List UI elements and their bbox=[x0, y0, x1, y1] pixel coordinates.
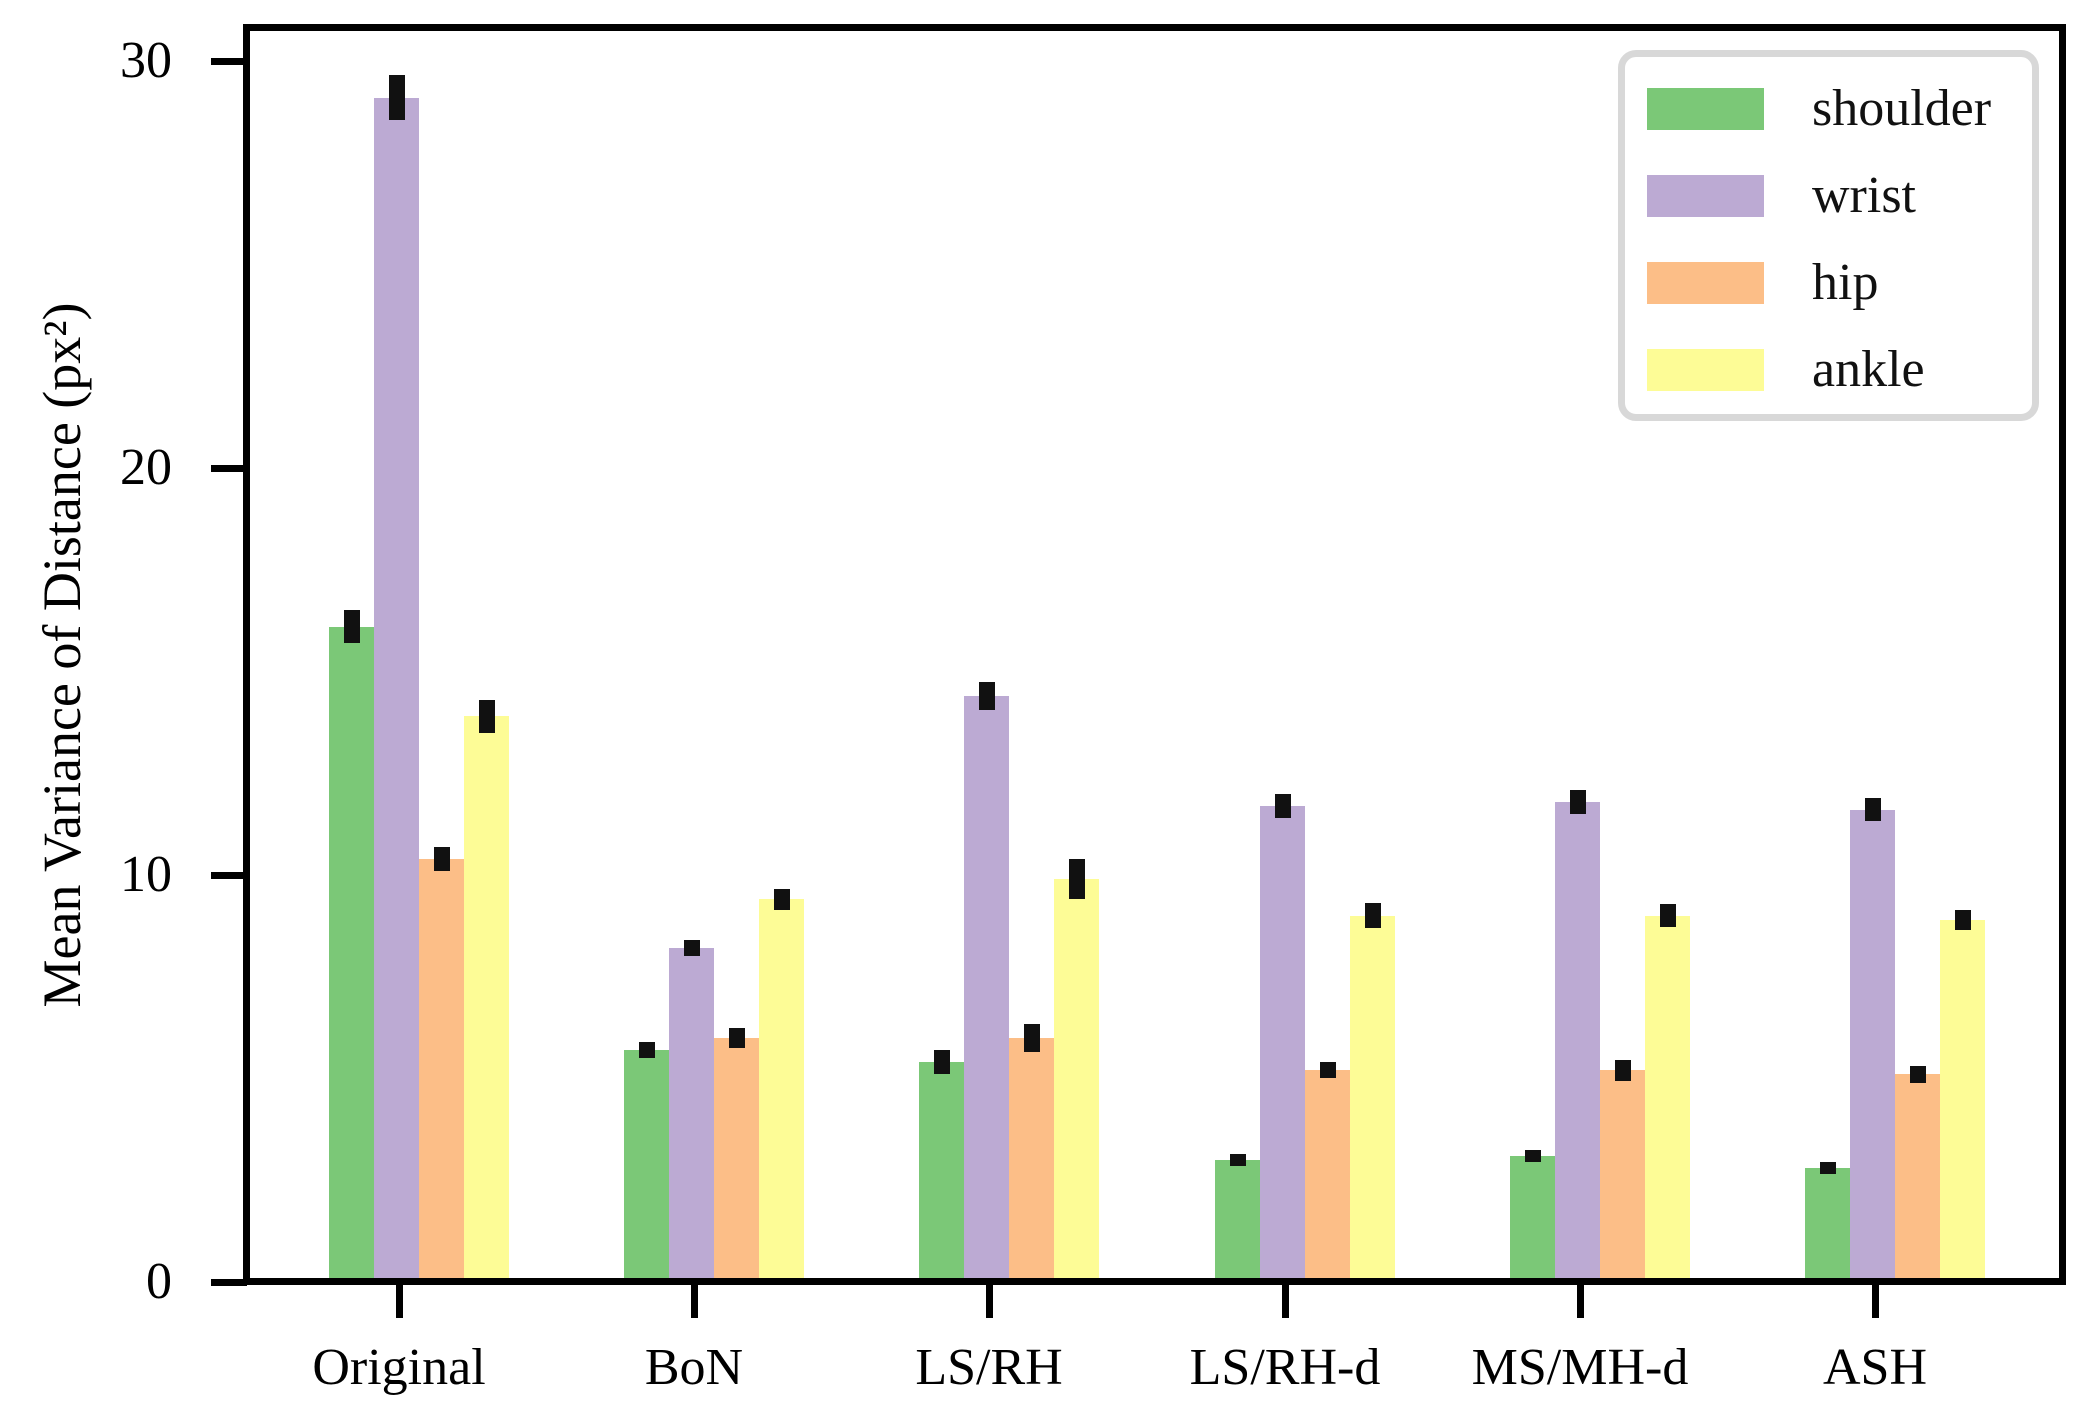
bar-wrist-LS/RH bbox=[964, 695, 1009, 1282]
bar-shoulder-LS/RH bbox=[919, 1062, 964, 1282]
errorbar-ankle-LS/RH bbox=[1068, 858, 1085, 900]
x-tick-label-BoN: BoN bbox=[644, 1339, 744, 1396]
x-tick-label-LS/RH-d: LS/RH-d bbox=[1189, 1339, 1381, 1396]
y-tick-label-0: 0 bbox=[146, 1253, 172, 1310]
bar-hip-MS/MH-d bbox=[1600, 1070, 1645, 1282]
bar-ankle-Original bbox=[464, 716, 509, 1282]
bar-wrist-LS/RH-d bbox=[1260, 805, 1305, 1282]
errorbar-wrist-LS/RH bbox=[978, 681, 995, 711]
errorbar-hip-BoN bbox=[728, 1027, 745, 1048]
legend-label-hip: hip bbox=[1812, 253, 1879, 311]
bar-hip-ASH bbox=[1895, 1074, 1940, 1282]
bar-shoulder-MS/MH-d bbox=[1510, 1155, 1555, 1282]
errorbar-shoulder-MS/MH-d bbox=[1524, 1149, 1541, 1162]
bar-shoulder-LS/RH-d bbox=[1215, 1159, 1260, 1282]
errorbar-wrist-ASH bbox=[1864, 798, 1881, 822]
legend-swatch-hip bbox=[1647, 261, 1764, 304]
bar-wrist-MS/MH-d bbox=[1555, 801, 1600, 1282]
legend: shoulder wrist hip ankle bbox=[1618, 50, 2039, 421]
bar-hip-LS/RH-d bbox=[1305, 1070, 1350, 1282]
errorbar-wrist-MS/MH-d bbox=[1569, 789, 1586, 814]
bar-ankle-LS/RH-d bbox=[1350, 915, 1395, 1282]
bar-hip-LS/RH bbox=[1009, 1037, 1054, 1282]
bar-hip-BoN bbox=[714, 1037, 759, 1282]
bar-ankle-BoN bbox=[759, 899, 804, 1282]
y-tick-mark-10 bbox=[211, 872, 247, 879]
y-tick-label-30: 30 bbox=[120, 32, 172, 89]
x-tick-mark-ASH bbox=[1872, 1285, 1879, 1318]
legend-swatch-ankle bbox=[1647, 348, 1764, 391]
x-tick-label-ASH: ASH bbox=[1822, 1339, 1928, 1396]
legend-label-wrist: wrist bbox=[1812, 166, 1916, 224]
y-tick-mark-30 bbox=[211, 58, 247, 65]
legend-swatch-shoulder bbox=[1647, 87, 1764, 130]
errorbar-hip-LS/RH-d bbox=[1319, 1062, 1336, 1079]
y-tick-mark-0 bbox=[211, 1279, 247, 1286]
x-tick-mark-LS/RH-d bbox=[1282, 1285, 1289, 1318]
x-tick-label-MS/MH-d: MS/MH-d bbox=[1471, 1339, 1689, 1396]
x-tick-mark-MS/MH-d bbox=[1577, 1285, 1584, 1318]
errorbar-hip-LS/RH bbox=[1023, 1023, 1040, 1053]
errorbar-ankle-Original bbox=[478, 699, 495, 733]
errorbar-shoulder-LS/RH-d bbox=[1229, 1153, 1246, 1166]
legend-item-ankle: ankle bbox=[1647, 326, 2032, 413]
bar-shoulder-ASH bbox=[1805, 1168, 1850, 1282]
bar-ankle-LS/RH bbox=[1054, 879, 1099, 1282]
bar-shoulder-Original bbox=[329, 626, 374, 1282]
errorbar-wrist-BoN bbox=[683, 940, 700, 957]
bar-hip-Original bbox=[419, 858, 464, 1282]
errorbar-shoulder-LS/RH bbox=[933, 1050, 950, 1075]
bar-wrist-ASH bbox=[1850, 809, 1895, 1282]
errorbar-ankle-LS/RH-d bbox=[1364, 903, 1381, 928]
errorbar-ankle-MS/MH-d bbox=[1659, 904, 1676, 928]
bar-shoulder-BoN bbox=[624, 1050, 669, 1282]
y-tick-mark-20 bbox=[211, 465, 247, 472]
errorbar-shoulder-ASH bbox=[1819, 1162, 1836, 1175]
errorbar-hip-ASH bbox=[1909, 1066, 1926, 1083]
legend-label-shoulder: shoulder bbox=[1812, 79, 1992, 137]
legend-item-hip: hip bbox=[1647, 239, 2032, 326]
legend-item-wrist: wrist bbox=[1647, 152, 2032, 239]
x-tick-mark-Original bbox=[396, 1285, 403, 1318]
x-tick-mark-BoN bbox=[691, 1285, 698, 1318]
bar-wrist-Original bbox=[374, 97, 419, 1282]
errorbar-wrist-Original bbox=[388, 75, 405, 120]
bar-ankle-ASH bbox=[1940, 919, 1985, 1282]
x-tick-label-Original: Original bbox=[312, 1339, 486, 1396]
legend-swatch-wrist bbox=[1647, 174, 1764, 217]
errorbar-hip-Original bbox=[433, 846, 450, 871]
x-tick-mark-LS/RH bbox=[986, 1285, 993, 1318]
errorbar-shoulder-Original bbox=[343, 610, 360, 643]
y-tick-label-20: 20 bbox=[120, 439, 172, 496]
bar-ankle-MS/MH-d bbox=[1645, 915, 1690, 1282]
legend-item-shoulder: shoulder bbox=[1647, 65, 2032, 152]
legend-label-ankle: ankle bbox=[1812, 340, 1925, 398]
x-tick-label-LS/RH: LS/RH bbox=[915, 1339, 1063, 1396]
errorbar-ankle-BoN bbox=[773, 889, 790, 910]
bar-wrist-BoN bbox=[669, 948, 714, 1282]
errorbar-ankle-ASH bbox=[1954, 909, 1971, 930]
errorbar-hip-MS/MH-d bbox=[1614, 1060, 1631, 1081]
errorbar-shoulder-BoN bbox=[638, 1041, 655, 1059]
errorbar-wrist-LS/RH-d bbox=[1274, 793, 1291, 818]
y-tick-label-10: 10 bbox=[120, 846, 172, 903]
